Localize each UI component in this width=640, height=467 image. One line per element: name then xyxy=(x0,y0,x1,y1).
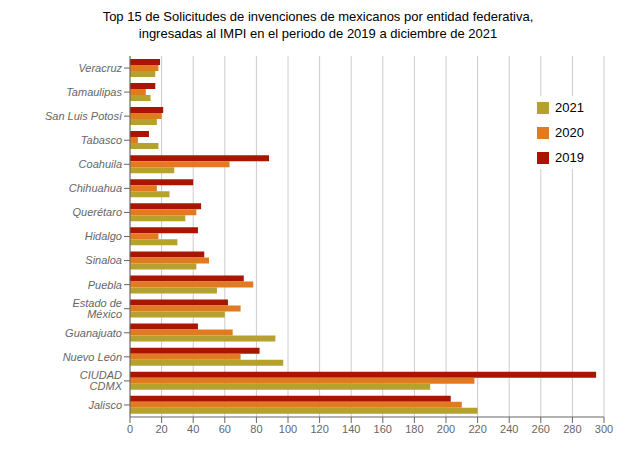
svg-text:240: 240 xyxy=(500,423,518,435)
svg-text:140: 140 xyxy=(342,423,360,435)
svg-text:160: 160 xyxy=(374,423,392,435)
html-text:Top 15 de Solicitudes de inven: Top 15 de Solicitudes de invenciones de … xyxy=(102,9,534,24)
svg-text:Puebla: Puebla xyxy=(88,279,122,291)
svg-text:Nuevo León: Nuevo León xyxy=(63,351,122,363)
svg-text:Querétaro: Querétaro xyxy=(72,206,122,218)
svg-text:Hidalgo: Hidalgo xyxy=(85,230,122,242)
svg-text:Guanajuato: Guanajuato xyxy=(65,327,122,339)
svg-text:Coahuila: Coahuila xyxy=(79,158,122,170)
html-text:ingresadas al IMPI en el perio: ingresadas al IMPI en el periodo de 2019… xyxy=(138,26,498,41)
svg-text:Tabasco: Tabasco xyxy=(81,134,122,146)
svg-text:40: 40 xyxy=(187,423,199,435)
svg-text:220: 220 xyxy=(468,423,486,435)
svg-text:Chihuahua: Chihuahua xyxy=(69,182,122,194)
html-text:2021: 2021 xyxy=(555,100,584,115)
svg-text:120: 120 xyxy=(310,423,328,435)
svg-text:300: 300 xyxy=(595,423,613,435)
svg-text:Estado deMéxico: Estado deMéxico xyxy=(72,297,122,320)
svg-text:260: 260 xyxy=(532,423,550,435)
svg-text:180: 180 xyxy=(405,423,423,435)
svg-text:Jalisco: Jalisco xyxy=(87,399,122,411)
svg-text:0: 0 xyxy=(127,423,133,435)
html-text:2020: 2020 xyxy=(555,125,584,140)
svg-text:Veracruz: Veracruz xyxy=(78,62,122,74)
svg-text:CIUDADCDMX: CIUDADCDMX xyxy=(80,369,123,392)
svg-text:100: 100 xyxy=(279,423,297,435)
svg-text:200: 200 xyxy=(437,423,455,435)
svg-text:80: 80 xyxy=(250,423,262,435)
svg-text:60: 60 xyxy=(219,423,231,435)
svg-text:Sinaloa: Sinaloa xyxy=(85,254,122,266)
html-text:2019: 2019 xyxy=(555,150,584,165)
svg-text:280: 280 xyxy=(563,423,581,435)
svg-text:20: 20 xyxy=(155,423,167,435)
svg-text:San Luis Potosí: San Luis Potosí xyxy=(45,110,123,122)
svg-text:Tamaulipas: Tamaulipas xyxy=(66,86,122,98)
